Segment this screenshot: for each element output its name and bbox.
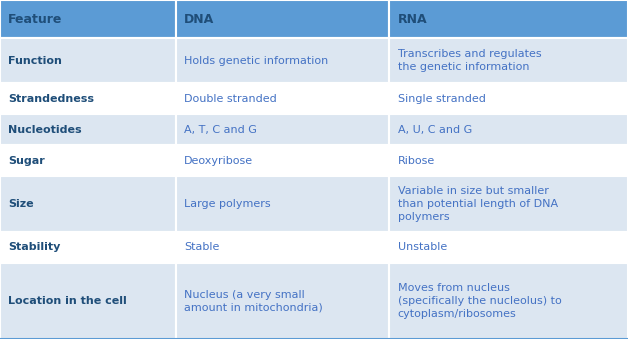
FancyBboxPatch shape: [389, 263, 628, 339]
Text: Strandedness: Strandedness: [8, 94, 94, 104]
Text: Double stranded: Double stranded: [184, 94, 277, 104]
Text: Stable: Stable: [184, 242, 219, 252]
FancyBboxPatch shape: [176, 263, 389, 339]
Text: Size: Size: [8, 199, 34, 209]
FancyBboxPatch shape: [389, 83, 628, 114]
FancyBboxPatch shape: [0, 145, 176, 176]
FancyBboxPatch shape: [389, 114, 628, 145]
FancyBboxPatch shape: [176, 176, 389, 232]
FancyBboxPatch shape: [389, 232, 628, 263]
Text: A, T, C and G: A, T, C and G: [184, 125, 257, 135]
Text: Deoxyribose: Deoxyribose: [184, 156, 253, 166]
FancyBboxPatch shape: [0, 176, 176, 232]
Text: Function: Function: [8, 56, 62, 65]
FancyBboxPatch shape: [176, 232, 389, 263]
Text: Large polymers: Large polymers: [184, 199, 271, 209]
Text: A, U, C and G: A, U, C and G: [398, 125, 472, 135]
Text: Stability: Stability: [8, 242, 60, 252]
FancyBboxPatch shape: [389, 38, 628, 83]
FancyBboxPatch shape: [0, 263, 176, 339]
Text: RNA: RNA: [398, 13, 427, 25]
Text: Single stranded: Single stranded: [398, 94, 485, 104]
FancyBboxPatch shape: [389, 176, 628, 232]
FancyBboxPatch shape: [176, 83, 389, 114]
FancyBboxPatch shape: [0, 114, 176, 145]
Text: Nucleotides: Nucleotides: [8, 125, 82, 135]
FancyBboxPatch shape: [176, 114, 389, 145]
FancyBboxPatch shape: [389, 145, 628, 176]
FancyBboxPatch shape: [176, 38, 389, 83]
FancyBboxPatch shape: [176, 0, 389, 38]
Text: Feature: Feature: [8, 13, 63, 25]
Text: Transcribes and regulates
the genetic information: Transcribes and regulates the genetic in…: [398, 49, 541, 72]
Text: Ribose: Ribose: [398, 156, 435, 166]
Text: DNA: DNA: [184, 13, 214, 25]
FancyBboxPatch shape: [0, 232, 176, 263]
Text: Moves from nucleus
(specifically the nucleolus) to
cytoplasm/ribosomes: Moves from nucleus (specifically the nuc…: [398, 283, 561, 319]
FancyBboxPatch shape: [0, 38, 176, 83]
FancyBboxPatch shape: [389, 0, 628, 38]
Text: Variable in size but smaller
than potential length of DNA
polymers: Variable in size but smaller than potent…: [398, 186, 558, 222]
FancyBboxPatch shape: [0, 0, 176, 38]
Text: Holds genetic information: Holds genetic information: [184, 56, 328, 65]
FancyBboxPatch shape: [176, 145, 389, 176]
Text: Location in the cell: Location in the cell: [8, 296, 127, 306]
FancyBboxPatch shape: [0, 83, 176, 114]
Text: Unstable: Unstable: [398, 242, 447, 252]
Text: Nucleus (a very small
amount in mitochondria): Nucleus (a very small amount in mitochon…: [184, 290, 323, 312]
Text: Sugar: Sugar: [8, 156, 45, 166]
